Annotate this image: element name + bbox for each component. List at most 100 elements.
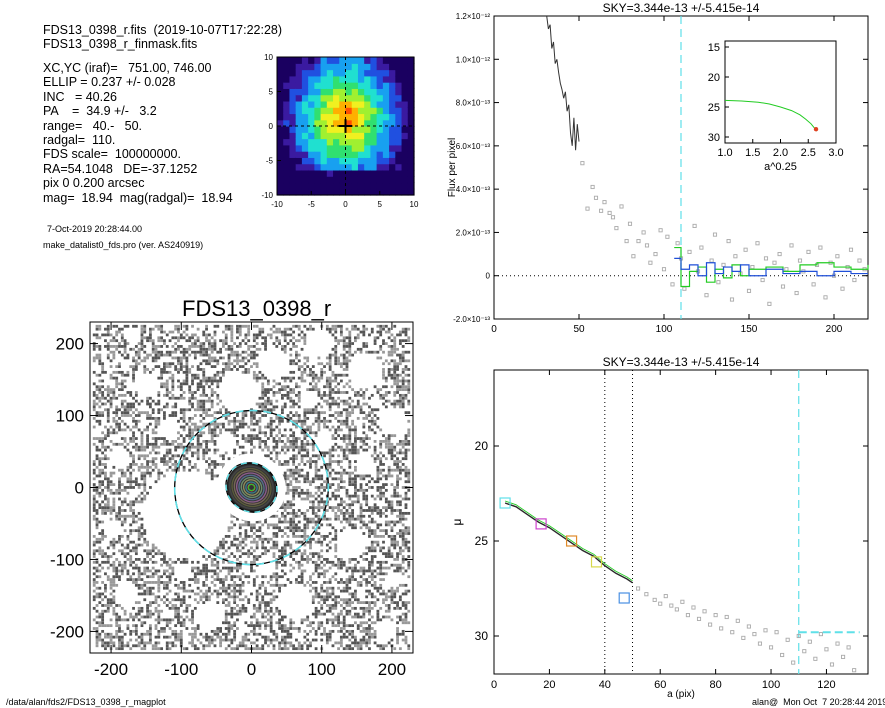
heatmap-cell bbox=[320, 107, 328, 115]
heatmap-cell bbox=[308, 107, 315, 115]
heatmap-cell bbox=[289, 100, 297, 108]
data-point bbox=[796, 633, 801, 639]
data-point bbox=[797, 258, 803, 263]
heatmap-cell bbox=[407, 157, 415, 165]
data-point bbox=[708, 622, 713, 627]
chart-title: SKY=3.344e-13 +/-5.415e-14 bbox=[603, 1, 760, 15]
heatmap-cell bbox=[339, 176, 347, 184]
heatmap-cell bbox=[301, 57, 309, 64]
heatmap-cell bbox=[351, 113, 359, 121]
data-point bbox=[663, 594, 668, 599]
data-point bbox=[704, 293, 709, 298]
heatmap-cell bbox=[364, 151, 372, 158]
heatmap-cell bbox=[351, 182, 359, 190]
heatmap-cell bbox=[326, 107, 334, 115]
info-line: FDS scale= 100000000. bbox=[43, 147, 181, 162]
heatmap-cell bbox=[339, 188, 347, 196]
heatmap-cell bbox=[407, 119, 415, 127]
heatmap-cell bbox=[389, 75, 396, 83]
profile-line bbox=[504, 502, 633, 584]
data-point bbox=[713, 613, 718, 618]
heatmap-cell bbox=[301, 88, 309, 96]
data-point bbox=[772, 260, 777, 265]
heatmap-cell bbox=[345, 82, 353, 89]
heatmap-cell bbox=[370, 119, 378, 127]
heatmap-cell bbox=[289, 188, 297, 196]
heatmap-cell bbox=[357, 182, 365, 190]
heatmap-cell bbox=[314, 75, 322, 83]
heatmap-cell bbox=[382, 119, 390, 127]
heatmap-cell bbox=[295, 69, 303, 77]
data-point bbox=[631, 254, 636, 259]
heatmap-cell bbox=[389, 69, 396, 77]
y-tick-label: -100 bbox=[50, 550, 84, 569]
heatmap-cell bbox=[357, 88, 365, 96]
heatmap-cell bbox=[395, 157, 403, 165]
isophote-ring bbox=[229, 465, 274, 510]
heatmap-cell bbox=[289, 63, 297, 71]
data-point bbox=[658, 228, 663, 233]
heatmap-cell bbox=[308, 100, 315, 108]
heatmap-cell bbox=[301, 157, 309, 165]
heatmap-cell bbox=[283, 126, 291, 133]
heatmap-cell bbox=[407, 132, 415, 140]
heatmap-cell bbox=[401, 57, 409, 64]
heatmap-cell bbox=[295, 144, 303, 152]
data-point bbox=[857, 258, 862, 263]
heatmap-cell bbox=[370, 182, 378, 190]
y-tick-label: 4.0×10⁻¹³ bbox=[456, 185, 491, 194]
heatmap-cell bbox=[395, 188, 403, 196]
heatmap-cell bbox=[283, 57, 291, 64]
heatmap-cell bbox=[345, 75, 353, 83]
heatmap-cell bbox=[376, 119, 384, 127]
heatmap-cell bbox=[308, 82, 315, 89]
heatmap-cell bbox=[283, 94, 291, 102]
heatmap-cell bbox=[376, 100, 384, 108]
heatmap-cell bbox=[395, 151, 403, 158]
data-point bbox=[585, 206, 590, 211]
heatmap-cell bbox=[295, 169, 303, 177]
profile-line bbox=[546, 15, 580, 151]
heatmap-cell bbox=[357, 151, 365, 158]
heatmap-cell bbox=[345, 63, 353, 71]
heatmap-cell bbox=[401, 100, 409, 108]
heatmap-cell bbox=[301, 94, 309, 102]
heatmap-cell bbox=[370, 132, 378, 140]
heatmap-cell bbox=[289, 82, 297, 89]
heatmap-cell bbox=[277, 57, 284, 64]
x-tick-label: 100 bbox=[308, 660, 336, 679]
info-line: XC,YC (iraf)= 751.00, 746.00 bbox=[43, 61, 212, 75]
heatmap-cell bbox=[289, 94, 297, 102]
heatmap-cell bbox=[308, 163, 315, 171]
heatmap-cell bbox=[401, 182, 409, 190]
data-point bbox=[716, 280, 721, 285]
heatmap-cell bbox=[314, 107, 322, 115]
heatmap-cell bbox=[295, 126, 303, 133]
heatmap-cell bbox=[301, 113, 309, 121]
heatmap-cell bbox=[370, 100, 378, 108]
heatmap-cell bbox=[314, 169, 322, 177]
data-point bbox=[829, 662, 835, 667]
heatmap-cell bbox=[333, 182, 340, 190]
y-tick-label: -5 bbox=[266, 157, 274, 166]
heatmap-cell bbox=[333, 57, 340, 64]
heatmap-cell bbox=[326, 63, 334, 71]
y-tick-label: 6.0×10⁻¹³ bbox=[456, 142, 491, 151]
heatmap-cell bbox=[326, 132, 334, 140]
heatmap-cell bbox=[301, 176, 309, 184]
heatmap-cell bbox=[308, 57, 315, 64]
heatmap-cell bbox=[401, 82, 409, 89]
heatmap-cell bbox=[345, 57, 353, 64]
data-point bbox=[670, 282, 675, 287]
heatmap-cell bbox=[382, 182, 390, 190]
x-tick-label: 10 bbox=[410, 200, 419, 209]
heatmap-cell bbox=[351, 188, 359, 196]
heatmap-cell bbox=[301, 82, 309, 89]
heatmap-cell bbox=[401, 113, 409, 121]
heatmap-cell bbox=[382, 100, 390, 108]
heatmap-cell bbox=[277, 63, 284, 71]
data-point bbox=[658, 601, 663, 606]
center-marker bbox=[248, 484, 255, 491]
data-point bbox=[661, 267, 667, 272]
